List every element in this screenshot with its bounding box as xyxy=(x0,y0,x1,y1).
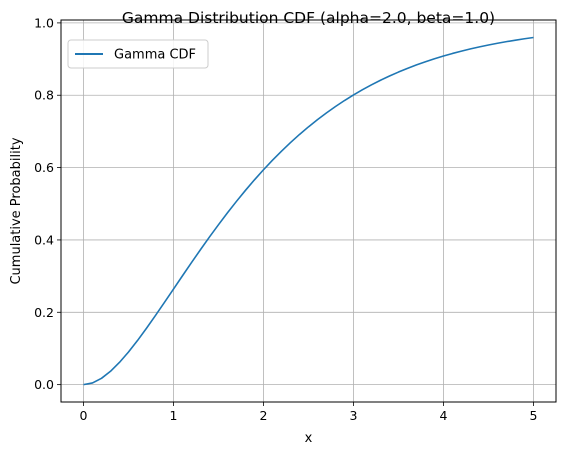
legend-label-gamma-cdf: Gamma CDF xyxy=(114,48,196,63)
legend: Gamma CDF xyxy=(67,39,209,69)
series-layer xyxy=(83,36,534,386)
ticks: 0 1 2 3 4 5 0.0 0.2 0.4 0.6 0.8 1.0 xyxy=(34,15,537,423)
grid xyxy=(61,20,556,402)
x-tick-label: 2 xyxy=(260,408,268,423)
x-axis-label: x xyxy=(305,431,313,446)
y-axis-label: Cumulative Probability xyxy=(9,137,24,284)
x-tick-label: 3 xyxy=(350,408,358,423)
chart-title: Gamma Distribution CDF (alpha=2.0, beta=… xyxy=(122,9,495,27)
y-tick-label: 0.6 xyxy=(34,160,54,175)
y-tick-label: 0.2 xyxy=(34,305,54,320)
x-tick-label: 4 xyxy=(440,408,448,423)
y-tick-label: 1.0 xyxy=(34,15,54,30)
y-tick-label: 0.0 xyxy=(34,377,54,392)
legend-box xyxy=(67,39,209,69)
x-tick-label: 1 xyxy=(170,408,178,423)
y-tick-label: 0.8 xyxy=(34,88,54,103)
y-tick-label: 0.4 xyxy=(34,232,54,247)
series-line-gamma-cdf xyxy=(83,36,534,386)
x-tick-label: 5 xyxy=(530,408,538,423)
x-tick-label: 0 xyxy=(80,408,88,423)
plot-frame xyxy=(60,19,557,403)
